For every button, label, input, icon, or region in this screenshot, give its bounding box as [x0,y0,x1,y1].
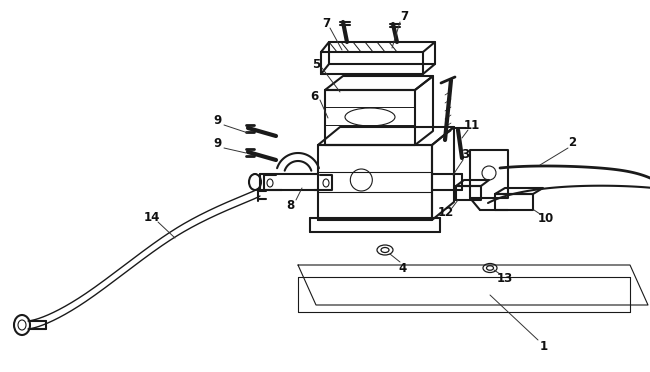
Text: 12: 12 [438,205,454,218]
Text: 11: 11 [464,119,480,131]
Text: 7: 7 [322,16,330,29]
Text: 3: 3 [461,148,469,160]
Text: 7: 7 [400,10,408,22]
Text: 10: 10 [538,212,554,224]
Text: 2: 2 [568,135,576,148]
Text: 14: 14 [144,211,160,224]
Text: 9: 9 [214,113,222,126]
Text: 8: 8 [286,199,294,212]
Text: 6: 6 [310,90,318,103]
Text: 5: 5 [312,58,320,71]
Text: 1: 1 [540,340,548,353]
Text: 13: 13 [497,272,513,285]
Text: 9: 9 [214,137,222,150]
Text: 4: 4 [399,262,407,275]
